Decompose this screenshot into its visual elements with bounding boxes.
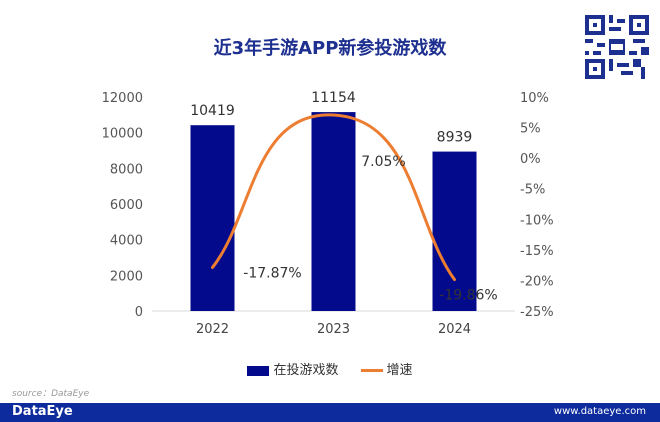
- x-tick-label: 2024: [438, 322, 471, 337]
- y2-tick-label: 0%: [520, 152, 541, 167]
- y-tick-label: 12000: [102, 91, 143, 106]
- line-value-label: 7.05%: [361, 154, 405, 170]
- bar: [432, 151, 477, 311]
- chart-title: 近3年手游APP新参投游戏数: [213, 38, 447, 59]
- qr-code: [585, 15, 649, 79]
- x-tick-label: 2023: [317, 322, 350, 337]
- footer-bar: DataEye www.dataeye.com: [0, 403, 660, 422]
- y2-tick-label: -25%: [520, 305, 554, 320]
- x-tick-label: 2022: [196, 322, 229, 337]
- growth-line: [211, 113, 456, 282]
- y2-tick-label: -10%: [520, 213, 554, 228]
- y-tick-label: 2000: [110, 269, 143, 284]
- legend-line-label: 增速: [386, 363, 413, 378]
- y2-tick-label: -20%: [520, 274, 554, 289]
- bar-value-label: 8939: [437, 130, 473, 146]
- y-tick-label: 8000: [110, 162, 143, 177]
- footer-url[interactable]: www.dataeye.com: [553, 406, 646, 417]
- bar: [311, 112, 356, 311]
- bar: [190, 125, 235, 311]
- source-note: source：DataEye: [12, 389, 90, 399]
- line-value-label: -19.86%: [439, 288, 497, 304]
- y2-tick-label: -15%: [520, 244, 554, 259]
- legend-item-bar: 在投游戏数: [247, 359, 339, 378]
- legend-bar-label: 在投游戏数: [273, 363, 339, 378]
- legend-item-line: 增速: [360, 359, 413, 378]
- y-tick-label: 0: [135, 305, 143, 320]
- legend-line-swatch: [360, 369, 383, 372]
- footer-logo: DataEye: [12, 404, 73, 419]
- y2-tick-label: 5%: [520, 122, 541, 137]
- bar-value-label: 10419: [190, 103, 235, 119]
- bar-value-label: 11154: [311, 90, 356, 106]
- legend: 在投游戏数 增速: [0, 359, 660, 378]
- y-tick-label: 4000: [110, 234, 143, 249]
- line-value-label: -17.87%: [243, 265, 301, 281]
- y2-tick-label: -5%: [520, 183, 545, 198]
- y-tick-label: 6000: [110, 198, 143, 213]
- y-tick-label: 10000: [102, 127, 143, 142]
- legend-bar-swatch: [247, 365, 270, 376]
- y2-tick-label: 10%: [520, 91, 549, 106]
